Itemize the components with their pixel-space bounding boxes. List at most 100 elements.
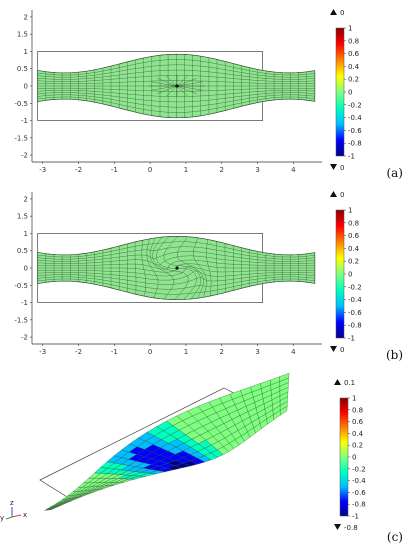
colorbar-tick-label: 0.4: [348, 245, 360, 253]
colorbar-tick-label: 0.2: [352, 442, 363, 450]
colorbar-tick-label: -0.4: [348, 114, 362, 122]
colorbar-min-label: 0: [340, 164, 344, 172]
colorbar-tick-label: -0.4: [352, 477, 366, 485]
y-tick-label: 1: [24, 48, 28, 56]
x-tick-label: -2: [75, 348, 82, 356]
mesh-line: [216, 241, 218, 295]
surface-cell: [280, 405, 288, 416]
x-tick-label: 3: [255, 166, 259, 174]
colorbar-tick-label: -0.4: [348, 296, 362, 304]
mesh-line: [141, 240, 146, 297]
mesh-spoke: [151, 85, 178, 91]
y-tick-label: 0.5: [17, 65, 28, 73]
x-tick-label: -3: [39, 166, 46, 174]
colorbar-tick-label: -0.6: [352, 489, 366, 497]
y-tick-label: -0.5: [14, 282, 28, 290]
colorbar-tick-label: 1: [348, 207, 352, 215]
panel-label-a: (a): [386, 166, 403, 180]
x-tick-label: 2: [220, 166, 224, 174]
mesh-spoke: [176, 78, 197, 87]
mesh-line: [37, 246, 315, 260]
colorbar-tick-label: 0: [348, 89, 352, 97]
x-tick-label: -1: [111, 166, 118, 174]
colorbar-tick-label: -0.8: [348, 140, 362, 148]
panel-b: 2 1.5 1 0.5 0 -0.5 -1 -1.5 -2 -3 -2 -1 0 1 2 3 4 1 0.8 0.6 0…: [0, 182, 409, 368]
y-tick-label: 1.5: [17, 31, 28, 39]
y-tick-label: 2: [24, 195, 28, 203]
x-tick-label: -1: [111, 348, 118, 356]
colorbar-tick-label: 1: [348, 25, 352, 33]
colorbar-max-label: 0: [340, 191, 344, 199]
y-tick-label: -1.5: [14, 134, 28, 142]
y-tick-label: 1: [24, 230, 28, 238]
max-triangle-icon: [330, 9, 337, 15]
max-triangle-icon: [334, 379, 341, 385]
mesh-line: [134, 241, 137, 295]
colorbar-tick-label: 0.4: [352, 430, 364, 438]
surface-mesh: [37, 236, 315, 300]
mesh-spoke: [176, 85, 197, 94]
mesh-line: [152, 236, 189, 300]
plot-b: 21.510.50-0.5-1-1.5-2-3 -2 -1 0 1 2 3 410.80.60…: [14, 191, 362, 356]
y-tick-label: -1: [21, 117, 28, 125]
mesh-spoke: [176, 81, 203, 87]
min-triangle-icon: [330, 164, 337, 170]
vortex-center-marker: [175, 266, 179, 270]
colorbar-min-label: 0: [340, 346, 344, 354]
colorbar-tick-label: 0.4: [348, 63, 360, 71]
mesh-line: [149, 237, 175, 300]
mesh-spoke: [166, 75, 178, 87]
colorbar-max-label: 0: [340, 9, 344, 17]
colorbar-tick-label: 0.8: [348, 37, 359, 45]
mesh-line: [163, 236, 201, 300]
colorbar-tick-label: 0.2: [348, 258, 359, 266]
mesh-spoke: [157, 78, 178, 87]
max-triangle-icon: [330, 191, 337, 197]
y-tick-label: 2: [24, 13, 28, 21]
mesh-line: [37, 255, 315, 266]
vortex-center-marker: [175, 84, 179, 88]
colorbar: [335, 209, 345, 339]
colorbar-tick-label: -1: [352, 513, 359, 521]
colorbar-min-label: -0.8: [344, 524, 358, 532]
min-triangle-icon: [334, 524, 341, 530]
colorbar-tick-label: 0.2: [348, 76, 359, 84]
y-tick-label: 1.5: [17, 213, 28, 221]
mesh-spoke: [151, 81, 178, 87]
mesh-spoke: [157, 85, 178, 94]
colorbar: [335, 27, 345, 157]
y-tick-label: 0: [24, 265, 28, 273]
mesh-line: [146, 238, 159, 298]
x-tick-label: 3: [255, 348, 259, 356]
y-tick-label: -2: [21, 152, 28, 160]
colorbar-tick-label: 0.8: [352, 406, 363, 414]
mesh-line: [176, 236, 204, 299]
colorbar-tick-label: 0.6: [352, 418, 364, 426]
colorbar-max-label: 0.1: [344, 379, 355, 387]
plot-a: 21.510.50-0.5-1-1.5-2-3 -2 -1 0 1 2 3 410.80.60…: [14, 9, 362, 174]
colorbar-tick-label: 0.6: [348, 232, 360, 240]
colorbar-tick-label: 1: [352, 395, 356, 403]
y-tick-label: -0.5: [14, 100, 28, 108]
y-tick-label: -1: [21, 299, 28, 307]
x-tick-label: 0: [148, 166, 152, 174]
mesh-spoke: [176, 85, 203, 91]
mesh-line: [37, 270, 315, 281]
y-tick-label: 0.5: [17, 247, 28, 255]
x-tick-label: -3: [39, 348, 46, 356]
plot-c: 1 0.8 0.6 0.4 0.2 0 -0.2 -0.4 -0.6 -0.8 -1 0.1 -0.8 y…: [0, 372, 366, 532]
mesh-spoke: [176, 85, 188, 97]
panel-label-b: (b): [385, 348, 403, 362]
colorbar-tick-label: -1: [348, 153, 355, 161]
surface-mesh: [37, 54, 315, 118]
triad-z-label: z: [10, 499, 14, 507]
x-tick-label: 1: [184, 348, 188, 356]
triad-y-label: y: [0, 514, 4, 522]
panel-label-c: (c): [386, 530, 403, 544]
x-tick-label: 0: [148, 348, 152, 356]
x-tick-label: 4: [291, 166, 296, 174]
triad-x-label: x: [23, 511, 27, 519]
y-axis-arrow: [5, 516, 13, 520]
x-tick-label: 4: [291, 348, 296, 356]
colorbar: [339, 397, 349, 517]
